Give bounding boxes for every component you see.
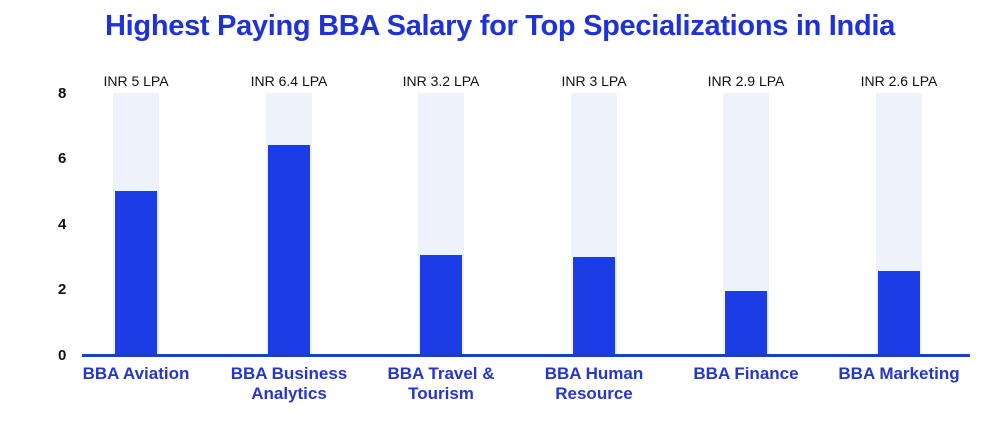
value-label: INR 3 LPA (561, 73, 627, 89)
y-tick-4: 4 (58, 216, 67, 233)
category-label: BBA Travel & Tourism (387, 364, 495, 403)
value-label: INR 2.9 LPA (707, 73, 785, 89)
y-tick-6: 6 (58, 150, 67, 167)
y-tick-0: 0 (58, 347, 67, 364)
bar (573, 256, 615, 355)
category-label: BBA Marketing (838, 364, 960, 383)
value-label: INR 6.4 LPA (250, 73, 328, 89)
y-tick-8: 8 (58, 85, 67, 102)
bar (268, 145, 310, 355)
bar (115, 191, 157, 355)
chart-title: Highest Paying BBA Salary for Top Specia… (105, 10, 895, 42)
category-label: BBA Aviation (82, 364, 190, 383)
y-tick-2: 2 (58, 281, 67, 298)
bar (725, 291, 767, 355)
value-label: INR 3.2 LPA (402, 73, 480, 89)
bar (878, 271, 920, 355)
bar (420, 255, 462, 355)
category-label: BBA Business Analytics (230, 364, 348, 403)
category-label: BBA Human Resource (544, 364, 644, 403)
value-label: INR 2.6 LPA (860, 73, 938, 89)
x-axis-line (82, 354, 970, 357)
value-label: INR 5 LPA (103, 73, 169, 89)
category-label: BBA Finance (693, 364, 799, 383)
